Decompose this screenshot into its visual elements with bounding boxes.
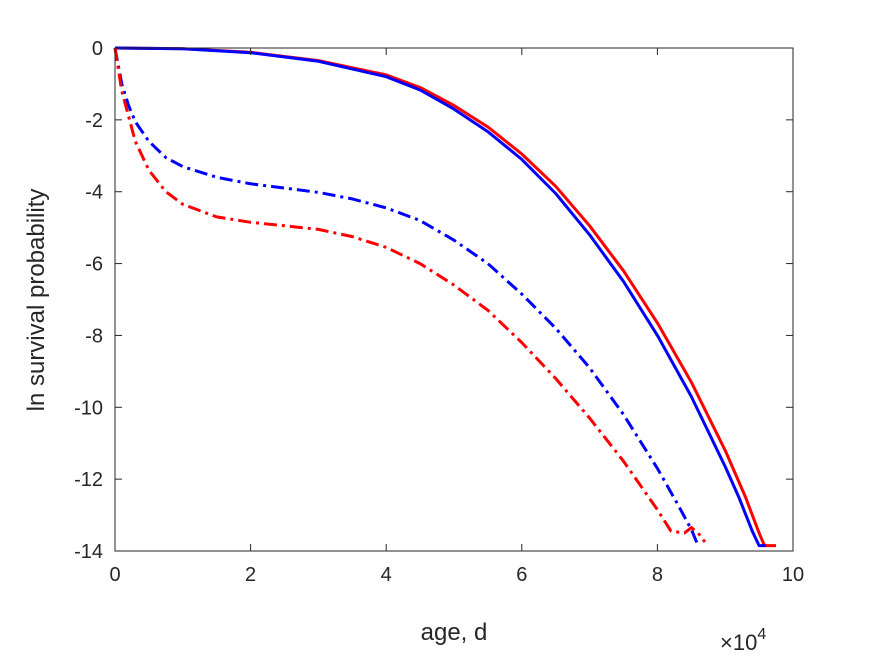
y-axis-label: ln survival probability (23, 189, 50, 412)
y-tick-label: -10 (74, 397, 103, 419)
series-2-line (114, 46, 766, 548)
x-axis-multiplier: ×104 (720, 626, 766, 655)
x-tick-label: 8 (652, 564, 663, 586)
x-tick-label: 10 (782, 564, 804, 586)
x-multiplier-exponent: 4 (757, 626, 766, 643)
series-1-line (114, 46, 776, 548)
x-axis-ticks: 0 2 4 6 8 10 (109, 48, 804, 586)
x-tick-label: 0 (109, 564, 120, 586)
y-tick-label: -8 (85, 325, 103, 347)
y-axis-ticks: 0 -2 -4 -6 -8 -10 -12 -14 (74, 38, 793, 563)
x-tick-label: 2 (245, 564, 256, 586)
series-3-line (113, 47, 700, 547)
y-tick-label: -4 (85, 182, 103, 204)
y-tick-label: -6 (85, 254, 103, 276)
y-tick-label: 0 (92, 38, 103, 60)
x-multiplier-base: ×10 (720, 630, 757, 655)
x-tick-label: 4 (381, 564, 392, 586)
x-tick-label: 6 (516, 564, 527, 586)
y-tick-label: -2 (85, 110, 103, 132)
axes-layer (114, 47, 794, 552)
y-tick-label: -12 (74, 469, 103, 491)
plot-area-frame (114, 47, 794, 552)
y-tick-label: -14 (74, 541, 103, 563)
curves-layer (113, 46, 776, 548)
series-4-line (113, 47, 707, 543)
x-axis-label: age, d (421, 619, 488, 646)
